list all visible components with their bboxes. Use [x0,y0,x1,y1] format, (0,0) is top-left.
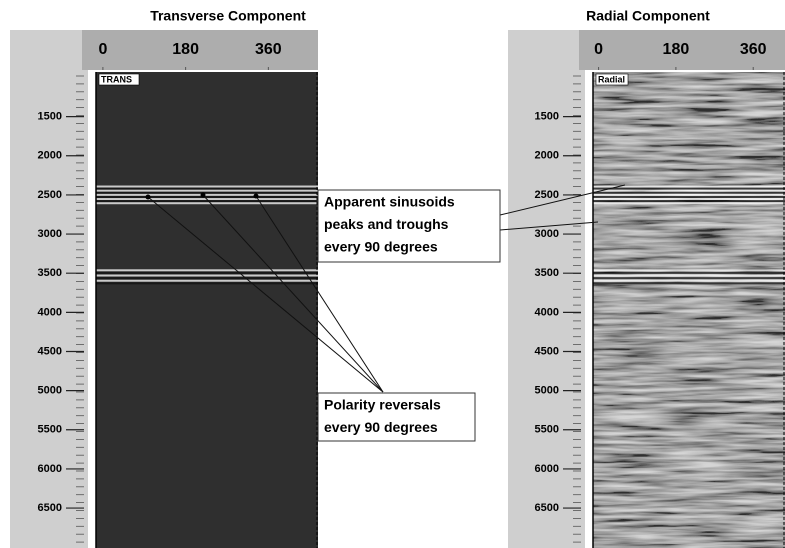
reflector [96,195,318,198]
reflector [593,282,785,285]
annotation-box [317,392,476,442]
leader-line [147,196,384,393]
reflector [593,187,785,190]
reflector [593,277,785,280]
depth-tick-label: 4500 [535,345,559,357]
reflector [593,189,785,192]
reflector [593,200,785,203]
reflector [96,271,318,274]
depth-tick-label: 5500 [38,424,62,436]
depth-tick-label: 1500 [38,111,62,123]
depth-tick-label: 3500 [38,267,62,279]
leader-dot [200,192,206,198]
reflector [96,277,318,280]
panel: Transverse Component TRANS 1500 2000 2500 300… [10,8,318,548]
depth-tick-label: 2500 [535,189,559,201]
reflector [593,185,785,188]
reflector [593,195,785,198]
annotation-text: peaks and troughs [324,216,449,232]
leader-line [499,221,599,231]
reflector [96,187,318,190]
annotation-text: Apparent sinusoids [324,194,455,210]
leader-line [499,184,626,216]
reflector [593,193,785,196]
reflector [96,185,318,188]
leader-dot [253,193,259,199]
panel-title: Transverse Component [150,8,306,24]
annotation-text: every 90 degrees [324,239,438,255]
depth-tick-label: 6000 [535,463,559,475]
reflector [96,193,318,196]
seismic-tint [96,72,318,548]
reflector [593,191,785,194]
reflector [96,274,318,277]
reflector [593,202,785,205]
section-label-bg [98,73,140,86]
reflector [96,189,318,192]
section-label-bg [595,73,629,86]
annotation-text: Polarity reversals [324,397,441,413]
depth-tick-label: 2500 [38,189,62,201]
leader-line [255,195,384,393]
reflector [96,191,318,194]
section-label: TRANS [101,74,132,84]
header-bar [579,30,785,70]
seismic-tint [593,72,785,548]
top-tick-label: 360 [255,41,282,58]
reflector [96,200,318,203]
reflector [96,269,318,272]
reflector [96,282,318,285]
reflector [593,269,785,272]
reflector [593,198,785,201]
leader-line [202,194,384,393]
depth-tick-label: 4500 [38,345,62,357]
reflector [593,279,785,282]
depth-tick-label: 2000 [535,150,559,162]
reflector [96,202,318,205]
panel-title: Radial Component [586,8,710,24]
depth-tick-label: 6000 [38,463,62,475]
depth-tick-label: 4000 [38,306,62,318]
depth-tick-label: 1500 [535,111,559,123]
depth-tick-label: 6500 [535,502,559,514]
reflector [96,279,318,282]
top-tick-label: 180 [663,41,690,58]
panel: Radial Component Radial 1500 2000 2500 3000 35… [508,8,785,548]
seismic-section [96,72,318,548]
depth-tick-label: 3000 [535,228,559,240]
leader-dot [145,194,151,200]
depth-tick-label: 6500 [38,502,62,514]
margin-strip [88,70,96,548]
annotation-box [317,189,501,263]
top-tick-label: 0 [98,41,107,58]
depth-tick-label: 5500 [535,424,559,436]
top-tick-label: 180 [172,41,199,58]
reflector [593,271,785,274]
reflector [593,274,785,277]
depth-tick-label: 5000 [535,385,559,397]
annotation-text: every 90 degrees [324,419,438,435]
top-tick-label: 0 [594,41,603,58]
depth-tick-label: 3500 [535,267,559,279]
depth-tick-label: 5000 [38,385,62,397]
depth-tick-label: 3000 [38,228,62,240]
depth-tick-label: 4000 [535,306,559,318]
margin-strip [585,70,593,548]
depth-tick-label: 2000 [38,150,62,162]
top-tick-label: 360 [740,41,767,58]
header-bar [82,30,318,70]
section-label: Radial [598,74,625,84]
seismic-section [593,72,785,548]
